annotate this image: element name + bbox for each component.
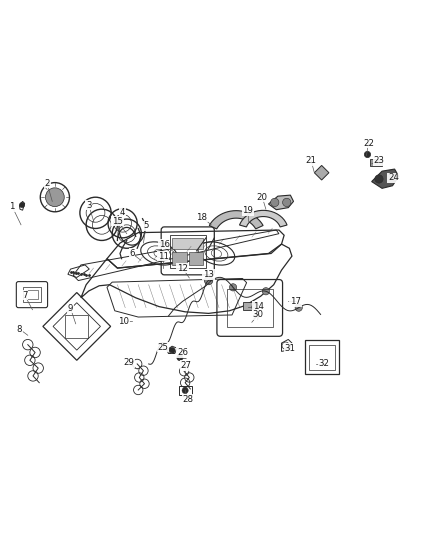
Text: 23: 23: [374, 156, 385, 165]
Polygon shape: [268, 195, 293, 209]
Bar: [305, 341, 339, 374]
Polygon shape: [209, 211, 263, 229]
Text: 30: 30: [253, 310, 264, 319]
Text: 1: 1: [9, 202, 15, 211]
Text: 14: 14: [253, 302, 264, 311]
Text: 24: 24: [388, 173, 399, 182]
Text: 16: 16: [159, 240, 170, 248]
Text: 22: 22: [363, 139, 374, 148]
Circle shape: [46, 188, 64, 207]
Circle shape: [271, 198, 279, 207]
Polygon shape: [240, 211, 287, 227]
Text: 32: 32: [318, 359, 329, 368]
Circle shape: [230, 284, 237, 291]
Circle shape: [19, 203, 25, 208]
Circle shape: [375, 175, 383, 183]
Text: 25: 25: [158, 343, 169, 352]
Polygon shape: [372, 169, 399, 188]
Polygon shape: [314, 165, 329, 180]
Circle shape: [182, 387, 188, 394]
Text: 4: 4: [120, 208, 125, 217]
Bar: [172, 238, 203, 249]
Bar: [170, 235, 206, 268]
Circle shape: [364, 151, 371, 158]
Text: 7: 7: [22, 290, 28, 300]
Text: 8: 8: [17, 325, 22, 334]
Circle shape: [205, 277, 213, 285]
Text: 15: 15: [112, 217, 123, 225]
Bar: [227, 289, 273, 327]
Bar: [370, 159, 381, 166]
Text: 2: 2: [44, 179, 50, 188]
Text: 17: 17: [290, 297, 301, 306]
Circle shape: [177, 354, 183, 361]
Text: 10: 10: [118, 317, 129, 326]
Bar: [309, 345, 335, 370]
Text: 18: 18: [196, 213, 207, 222]
Text: 13: 13: [203, 270, 214, 279]
Text: 28: 28: [182, 395, 193, 404]
Circle shape: [169, 348, 175, 353]
Text: 26: 26: [177, 348, 188, 357]
Text: 21: 21: [306, 156, 317, 165]
Circle shape: [295, 304, 302, 311]
Bar: [65, 315, 88, 338]
Circle shape: [283, 198, 291, 207]
Text: 20: 20: [257, 193, 268, 201]
Text: 5: 5: [143, 221, 149, 230]
Text: 19: 19: [242, 206, 253, 215]
Text: 3: 3: [86, 200, 92, 209]
Text: 11: 11: [158, 252, 169, 261]
Text: 29: 29: [124, 358, 134, 367]
Bar: [23, 287, 41, 302]
Bar: [179, 386, 192, 395]
Text: 27: 27: [181, 361, 192, 370]
Bar: [244, 302, 255, 310]
Text: 6: 6: [129, 249, 135, 258]
Text: 9: 9: [68, 304, 73, 313]
Bar: [189, 252, 203, 265]
Bar: [172, 252, 187, 265]
Text: 31: 31: [285, 344, 296, 353]
Bar: [26, 290, 38, 300]
Circle shape: [262, 288, 269, 295]
Text: 12: 12: [177, 263, 188, 272]
